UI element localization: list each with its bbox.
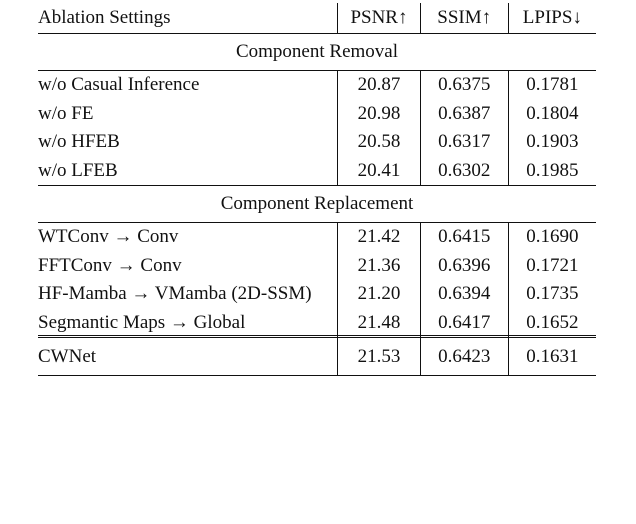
row-psnr: 21.53 [337, 337, 421, 376]
row-ssim: 0.6415 [419, 222, 509, 252]
row-ssim: 0.6317 [419, 128, 509, 157]
row-lpips: 0.1781 [507, 70, 596, 100]
row-ssim: 0.6417 [419, 308, 509, 338]
row-setting: CWNet [38, 337, 338, 376]
table-row: w/o LFEB 20.41 0.6302 0.1985 [38, 156, 596, 186]
table-row: w/o Casual Inference 20.87 0.6375 0.1781 [38, 70, 596, 100]
row-lpips: 0.1721 [507, 251, 596, 280]
row-psnr: 21.42 [337, 222, 421, 252]
table-header-row: Ablation Settings PSNR↑ SSIM↑ LPIPS↓ [38, 3, 596, 34]
row-lpips: 0.1903 [507, 128, 596, 157]
row-lpips: 0.1735 [507, 280, 596, 309]
row-ssim: 0.6396 [419, 251, 509, 280]
row-lpips: 0.1804 [507, 99, 596, 128]
row-setting: HF-Mamba → VMamba (2D-SSM) [38, 283, 312, 305]
row-lpips: 0.1652 [507, 308, 596, 338]
table-row: w/o HFEB 20.58 0.6317 0.1903 [38, 128, 596, 157]
row-ssim: 0.6423 [419, 337, 509, 376]
row-setting: FFTConv → Conv [38, 254, 182, 276]
header-lpips: LPIPS↓ [507, 3, 596, 34]
row-setting: Segmantic Maps → Global [38, 308, 338, 338]
section-header-component-replacement: Component Replacement [38, 185, 596, 223]
row-setting: w/o LFEB [38, 156, 338, 186]
row-psnr: 21.48 [337, 308, 421, 338]
row-lpips: 0.1690 [507, 222, 596, 252]
table-row: Segmantic Maps → Global 21.48 0.6417 0.1… [38, 308, 596, 338]
header-ablation-settings: Ablation Settings [38, 3, 338, 34]
row-psnr: 20.87 [337, 70, 421, 100]
row-psnr: 20.58 [337, 128, 421, 157]
row-psnr: 20.41 [337, 156, 421, 186]
row-setting: w/o HFEB [38, 131, 120, 153]
row-ssim: 0.6302 [419, 156, 509, 186]
row-setting: w/o FE [38, 102, 94, 124]
double-rule [38, 334, 596, 336]
table-row: WTConv → Conv 21.42 0.6415 0.1690 [38, 222, 596, 252]
row-setting: w/o Casual Inference [38, 74, 200, 96]
row-ssim: 0.6394 [419, 280, 509, 309]
row-ssim: 0.6375 [419, 70, 509, 100]
row-psnr: 20.98 [337, 99, 421, 128]
row-setting: WTConv → Conv [38, 226, 179, 248]
table-row: w/o FE 20.98 0.6387 0.1804 [38, 99, 596, 128]
table-row: FFTConv → Conv 21.36 0.6396 0.1721 [38, 251, 596, 280]
section-title: Component Replacement [38, 185, 596, 223]
row-psnr: 21.36 [337, 251, 421, 280]
row-psnr: 21.20 [337, 280, 421, 309]
ablation-table: Ablation Settings PSNR↑ SSIM↑ LPIPS↓ Com… [38, 3, 596, 376]
table-row: HF-Mamba → VMamba (2D-SSM) 21.20 0.6394 … [38, 280, 596, 309]
row-ssim: 0.6387 [419, 99, 509, 128]
row-lpips: 0.1985 [507, 156, 596, 186]
table-row-cwnet: CWNet 21.53 0.6423 0.1631 [38, 337, 596, 376]
header-ssim: SSIM↑ [419, 3, 509, 34]
row-lpips: 0.1631 [507, 337, 596, 376]
section-title: Component Removal [38, 33, 596, 71]
section-header-component-removal: Component Removal [38, 33, 596, 71]
header-psnr: PSNR↑ [337, 3, 421, 34]
